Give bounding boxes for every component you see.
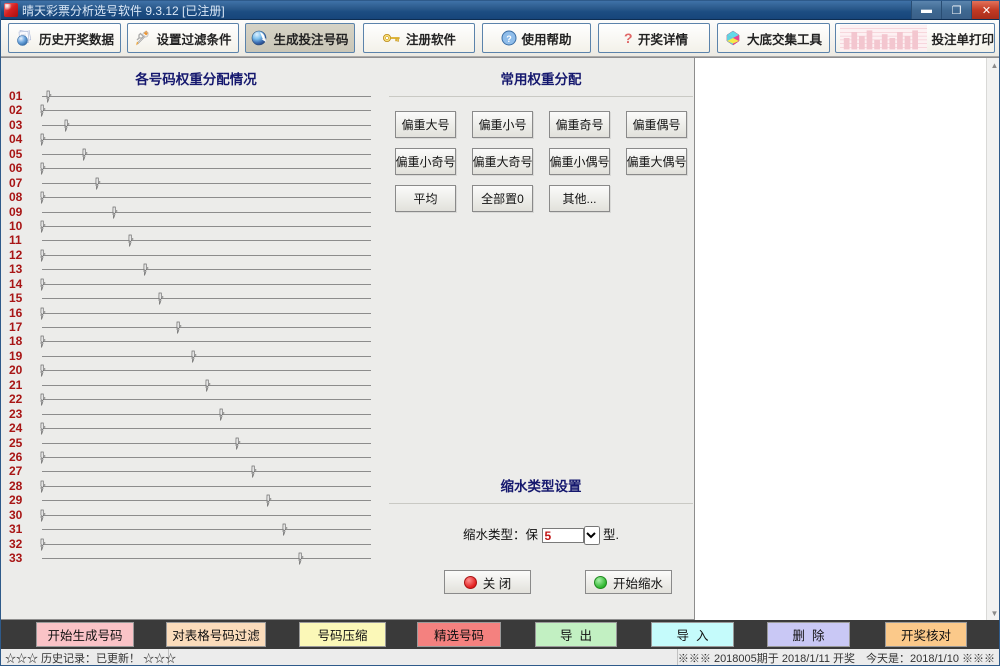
svg-text:?: ? <box>507 34 513 44</box>
svg-text:?: ? <box>624 30 633 46</box>
